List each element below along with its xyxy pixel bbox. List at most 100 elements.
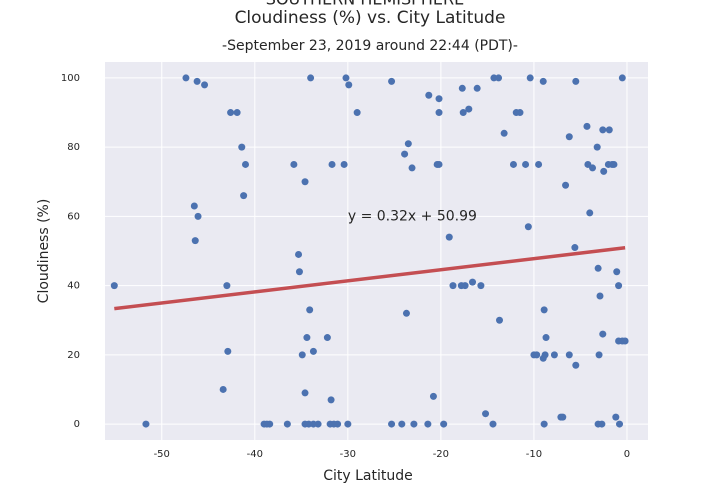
point: [408, 164, 416, 172]
point: [193, 77, 201, 85]
point: [540, 306, 548, 314]
point: [402, 309, 410, 317]
point: [440, 420, 448, 428]
point: [461, 282, 469, 290]
point: [539, 77, 547, 85]
point: [314, 420, 322, 428]
point: [465, 105, 473, 113]
point: [283, 420, 291, 428]
point: [572, 361, 580, 369]
point: [621, 337, 629, 345]
point: [424, 420, 432, 428]
point: [595, 351, 603, 359]
plot-area: [105, 62, 648, 440]
point: [599, 330, 607, 338]
point: [298, 351, 306, 359]
point: [535, 160, 543, 168]
point: [353, 109, 361, 117]
point: [509, 160, 517, 168]
point: [342, 74, 350, 82]
point: [593, 143, 601, 151]
point: [473, 84, 481, 92]
point: [238, 143, 246, 151]
chart-title: Cloudiness (%) vs. City Latitude: [235, 8, 506, 28]
point: [191, 237, 199, 245]
x-tick-label: -20: [433, 449, 449, 460]
point: [110, 282, 118, 290]
point: [600, 167, 608, 175]
point: [290, 160, 298, 168]
y-tick-label: 0: [74, 419, 80, 430]
point: [594, 264, 602, 272]
point: [425, 91, 433, 99]
point: [458, 84, 466, 92]
point: [190, 202, 198, 210]
x-axis-label: City Latitude: [323, 468, 413, 484]
point: [559, 413, 567, 421]
y-tick-label: 40: [67, 281, 80, 292]
point: [524, 223, 532, 231]
point: [344, 420, 352, 428]
point: [323, 334, 331, 342]
point: [445, 233, 453, 241]
point: [327, 396, 335, 404]
x-tick-label: 0: [624, 449, 630, 460]
point: [340, 160, 348, 168]
point: [266, 420, 274, 428]
point: [435, 109, 443, 117]
y-tick-label: 80: [67, 142, 80, 153]
point: [541, 351, 549, 359]
point: [309, 347, 317, 355]
point: [240, 192, 248, 200]
point: [223, 282, 231, 290]
point: [615, 282, 623, 290]
point: [182, 74, 190, 82]
point: [194, 212, 202, 220]
point: [301, 389, 309, 397]
point: [500, 129, 508, 137]
point: [345, 81, 353, 89]
point: [589, 164, 597, 172]
x-tick-label: -40: [247, 449, 263, 460]
point: [334, 420, 342, 428]
point: [522, 160, 530, 168]
point: [404, 140, 412, 148]
point: [583, 122, 591, 130]
point: [224, 347, 232, 355]
point: [616, 420, 624, 428]
regression-equation: y = 0.32x + 50.99: [348, 208, 477, 224]
point: [477, 282, 485, 290]
point: [388, 77, 396, 85]
point: [388, 420, 396, 428]
point: [586, 209, 594, 217]
y-tick-label: 60: [67, 211, 80, 222]
point: [410, 420, 418, 428]
x-tick-label: -30: [340, 449, 356, 460]
x-tick-label: -50: [154, 449, 170, 460]
point: [496, 316, 504, 324]
point: [550, 351, 558, 359]
x-tick-label: -10: [526, 449, 542, 460]
point: [142, 420, 150, 428]
point: [598, 420, 606, 428]
point: [469, 278, 477, 286]
point: [201, 81, 209, 89]
point: [495, 74, 503, 82]
chart-subtitle: -September 23, 2019 around 22:44 (PDT)-: [222, 38, 518, 54]
point: [489, 420, 497, 428]
point: [401, 150, 409, 158]
point: [562, 181, 570, 189]
point: [398, 420, 406, 428]
regression-line: [114, 246, 626, 311]
point: [435, 95, 443, 103]
point: [533, 351, 541, 359]
point: [241, 160, 249, 168]
point: [449, 282, 457, 290]
point: [610, 160, 618, 168]
point: [618, 74, 626, 82]
point: [605, 126, 613, 134]
point: [516, 109, 524, 117]
point: [571, 244, 579, 252]
point: [295, 250, 303, 258]
point: [303, 334, 311, 342]
